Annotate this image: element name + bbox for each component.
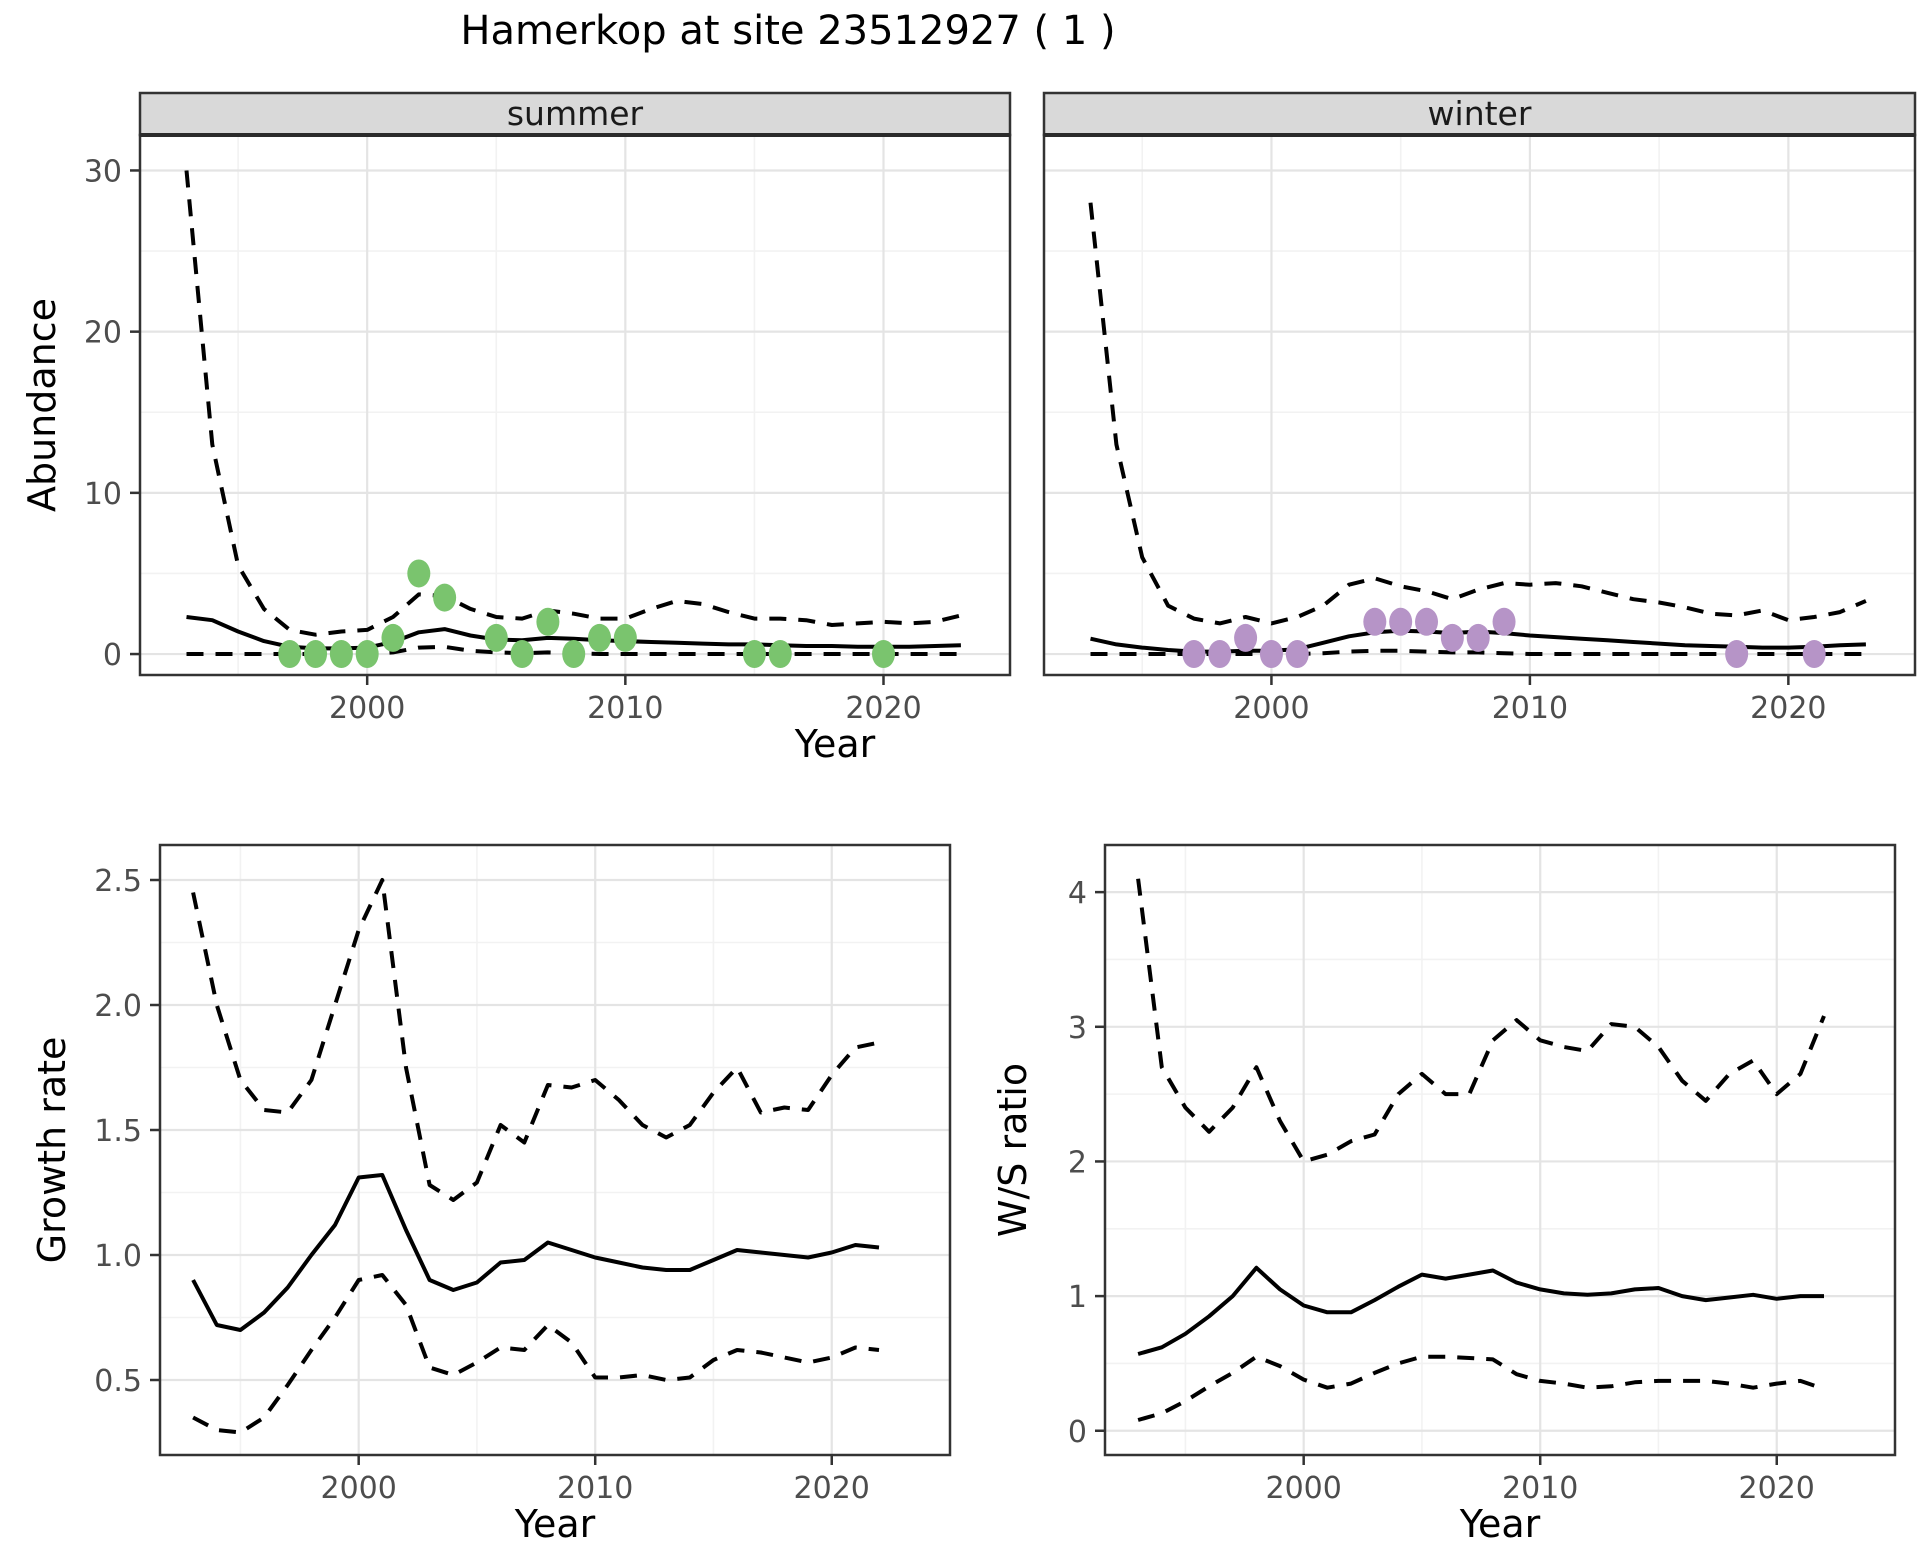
x-tick-label: 2010 xyxy=(557,1471,633,1506)
summer-observations-point xyxy=(510,640,534,669)
top-year-axis-label: Year xyxy=(794,722,876,766)
winter-observations-point xyxy=(1466,623,1490,652)
summer-observations-point xyxy=(381,623,405,652)
y-tick-label: 20 xyxy=(84,316,122,351)
y-tick-label: 10 xyxy=(84,477,122,512)
winter-observations-point xyxy=(1415,607,1439,636)
x-tick-label: 2000 xyxy=(1266,1471,1342,1506)
chart-title: Hamerkop at site 23512927 ( 1 ) xyxy=(460,8,1116,54)
summer-observations-point xyxy=(355,640,379,669)
winter-observations-point xyxy=(1802,640,1826,669)
series-upper-ci xyxy=(191,878,880,1202)
y-tick-label: 2.5 xyxy=(94,864,142,899)
series-lower-ci xyxy=(1137,1354,1825,1422)
x-tick-label: 2000 xyxy=(1233,691,1309,726)
growth-rate-axis-label: Growth rate xyxy=(30,1036,74,1264)
panel-abundance-summer: summer 2000 2010 2020 0 10 20 30 xyxy=(84,91,1012,726)
winter-observations-point xyxy=(1182,640,1206,669)
x-tick-label: 2020 xyxy=(1739,1471,1815,1506)
y-tick-label: 1.5 xyxy=(94,1114,142,1149)
panel-growth-rate: 2000 2010 2020 0.5 1.0 1.5 2.0 2.5 xyxy=(94,843,952,1506)
x-tick-label: 2020 xyxy=(794,1471,870,1506)
x-tick-label: 2020 xyxy=(1750,691,1826,726)
summer-observations-point xyxy=(613,623,637,652)
facet-strip-label-winter: winter xyxy=(1428,94,1532,133)
y-tick-label: 2 xyxy=(1068,1145,1087,1180)
y-tick-label: 0 xyxy=(103,638,122,673)
series-upper-ci xyxy=(184,170,962,637)
winter-observations-point xyxy=(1259,640,1283,669)
series-upper-ci xyxy=(1088,202,1867,626)
summer-observations-point xyxy=(768,640,792,669)
ws-ratio-axis-label: W/S ratio xyxy=(991,1062,1035,1238)
summer-observations-point xyxy=(304,640,328,669)
abundance-axis-label: Abundance xyxy=(20,297,64,513)
x-tick-label: 2000 xyxy=(321,1471,397,1506)
y-tick-label: 1.0 xyxy=(94,1239,142,1274)
summer-observations-point xyxy=(872,640,896,669)
summer-observations-point xyxy=(588,623,612,652)
winter-observations-point xyxy=(1208,640,1232,669)
summer-observations-point xyxy=(278,640,302,669)
summer-observations-point xyxy=(329,640,353,669)
summer-observations-point xyxy=(562,640,586,669)
growth-year-axis-label: Year xyxy=(514,1502,596,1546)
panel-border xyxy=(158,843,952,1457)
y-tick-label: 30 xyxy=(84,154,122,189)
y-tick-label: 0 xyxy=(1068,1415,1087,1450)
summer-observations-point xyxy=(536,607,560,636)
x-tick-label: 2010 xyxy=(587,691,663,726)
panel-abundance-winter: winter 2000 2010 2020 xyxy=(1042,91,1917,726)
panel-ws-ratio: 2000 2010 2020 0 1 2 3 4 xyxy=(1068,843,1897,1506)
winter-observations-point xyxy=(1492,607,1516,636)
summer-observations-point xyxy=(407,559,431,588)
winter-observations-point xyxy=(1234,623,1258,652)
series-lower-ci xyxy=(192,1273,880,1435)
x-tick-label: 2020 xyxy=(845,691,921,726)
ws-year-axis-label: Year xyxy=(1459,1502,1541,1546)
panel-border xyxy=(1103,843,1897,1457)
facet-strip-label-summer: summer xyxy=(507,94,644,133)
x-tick-label: 2010 xyxy=(1492,691,1568,726)
summer-observations-point xyxy=(484,623,508,652)
x-tick-label: 2000 xyxy=(329,691,405,726)
winter-observations-point xyxy=(1389,607,1413,636)
winter-observations-point xyxy=(1440,623,1464,652)
y-tick-label: 0.5 xyxy=(94,1364,142,1399)
series-mean xyxy=(1137,1265,1824,1356)
series-mean xyxy=(191,1173,880,1332)
summer-observations-point xyxy=(742,640,766,669)
y-tick-label: 3 xyxy=(1068,1011,1087,1046)
y-tick-label: 4 xyxy=(1068,876,1087,911)
y-tick-label: 2.0 xyxy=(94,989,142,1024)
winter-observations-point xyxy=(1363,607,1387,636)
winter-observations-point xyxy=(1285,640,1309,669)
y-tick-label: 1 xyxy=(1068,1280,1087,1315)
summer-observations-point xyxy=(433,583,457,612)
x-tick-label: 2010 xyxy=(1502,1471,1578,1506)
winter-observations-point xyxy=(1725,640,1749,669)
